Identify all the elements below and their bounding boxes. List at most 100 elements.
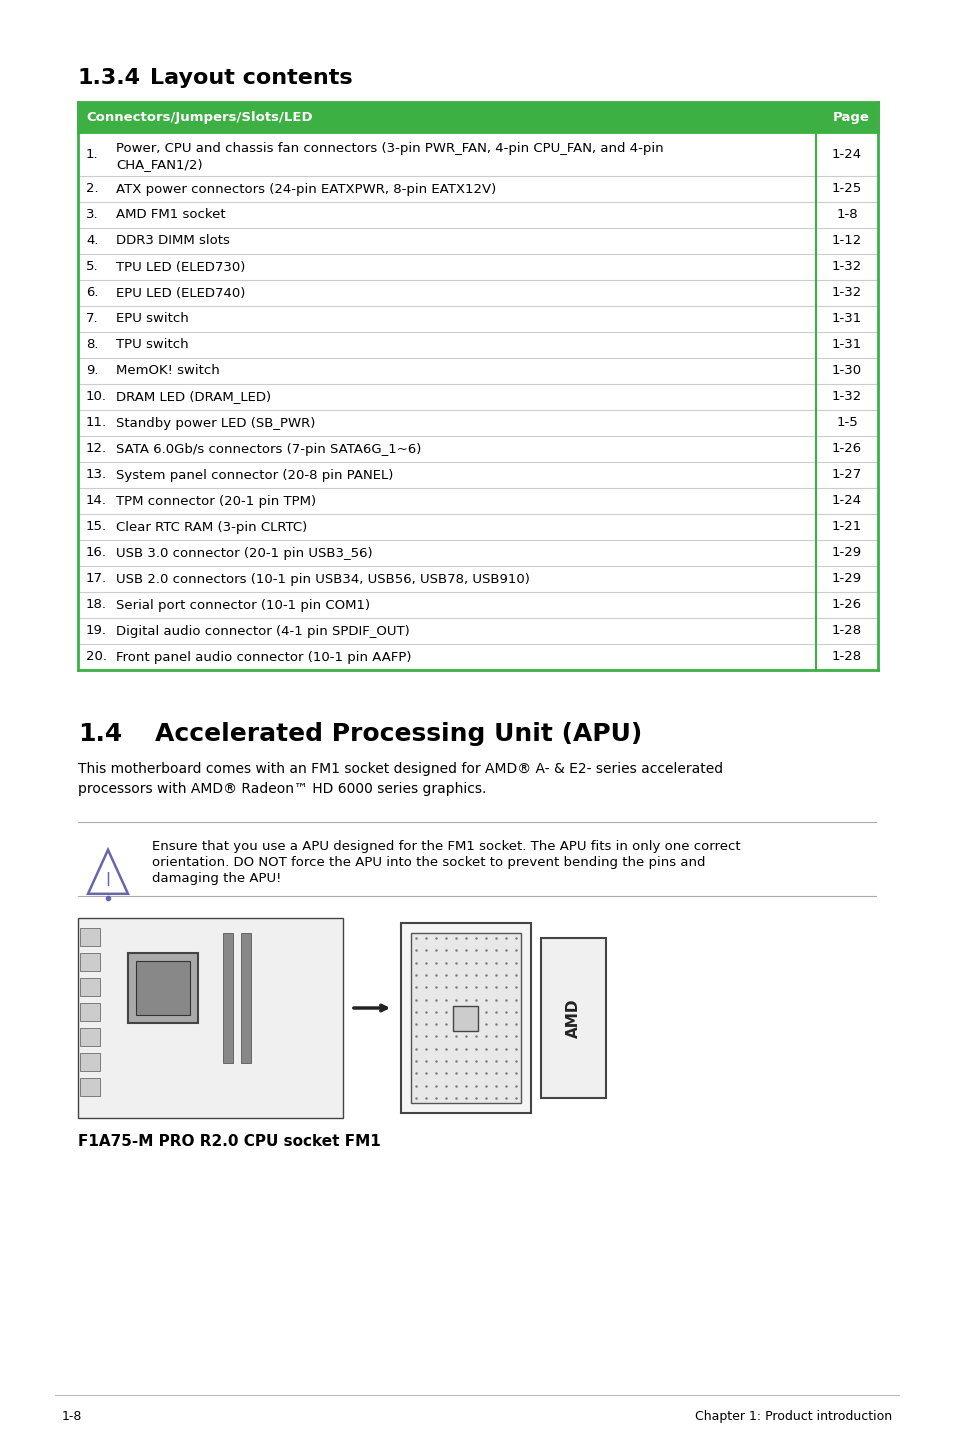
Text: 3.: 3. — [86, 209, 98, 222]
Text: 1-8: 1-8 — [836, 209, 857, 222]
FancyBboxPatch shape — [78, 228, 877, 253]
FancyBboxPatch shape — [78, 514, 877, 540]
FancyBboxPatch shape — [78, 176, 877, 202]
Text: Power, CPU and chassis fan connectors (3-pin PWR_FAN, 4-pin CPU_FAN, and 4-pin: Power, CPU and chassis fan connectors (3… — [116, 142, 663, 155]
Text: 19.: 19. — [86, 624, 107, 637]
Text: 12.: 12. — [86, 442, 107, 455]
Text: damaging the APU!: damaging the APU! — [152, 872, 281, 885]
Text: Clear RTC RAM (3-pin CLRTC): Clear RTC RAM (3-pin CLRTC) — [116, 520, 307, 534]
Text: 1-12: 1-12 — [831, 235, 862, 248]
Text: Layout contents: Layout contents — [150, 67, 353, 87]
FancyBboxPatch shape — [78, 306, 877, 332]
Text: DRAM LED (DRAM_LED): DRAM LED (DRAM_LED) — [116, 391, 271, 404]
FancyBboxPatch shape — [80, 1078, 100, 1095]
Text: Standby power LED (SB_PWR): Standby power LED (SB_PWR) — [116, 417, 315, 430]
Text: 9.: 9. — [86, 365, 98, 378]
Text: Ensure that you use a APU designed for the FM1 socket. The APU fits in only one : Ensure that you use a APU designed for t… — [152, 841, 740, 853]
Text: |: | — [106, 872, 111, 886]
FancyBboxPatch shape — [78, 332, 877, 358]
Text: 1-24: 1-24 — [831, 147, 862, 160]
FancyBboxPatch shape — [78, 591, 877, 619]
Text: 18.: 18. — [86, 599, 107, 611]
FancyBboxPatch shape — [78, 410, 877, 435]
Text: 4.: 4. — [86, 235, 98, 248]
Text: CHA_FAN1/2): CHA_FAN1/2) — [116, 158, 202, 170]
Text: TPU switch: TPU switch — [116, 338, 189, 351]
Text: 1-5: 1-5 — [835, 417, 857, 430]
Text: Page: Page — [832, 110, 869, 123]
FancyBboxPatch shape — [78, 281, 877, 306]
Text: USB 3.0 connector (20-1 pin USB3_56): USB 3.0 connector (20-1 pin USB3_56) — [116, 547, 373, 560]
Text: Digital audio connector (4-1 pin SPDIF_OUT): Digital audio connector (4-1 pin SPDIF_O… — [116, 624, 410, 637]
FancyBboxPatch shape — [78, 566, 877, 591]
Text: 20.: 20. — [86, 650, 107, 663]
Text: orientation. DO NOT force the APU into the socket to prevent bending the pins an: orientation. DO NOT force the APU into t… — [152, 856, 705, 869]
FancyBboxPatch shape — [78, 202, 877, 228]
FancyBboxPatch shape — [78, 488, 877, 514]
FancyBboxPatch shape — [78, 358, 877, 384]
Text: 1-31: 1-31 — [831, 338, 862, 351]
Text: 1.: 1. — [86, 147, 98, 160]
Text: Front panel audio connector (10-1 pin AAFP): Front panel audio connector (10-1 pin AA… — [116, 650, 411, 663]
Text: This motherboard comes with an FM1 socket designed for AMD® A- & E2- series acce: This motherboard comes with an FM1 socke… — [78, 762, 722, 776]
FancyBboxPatch shape — [78, 619, 877, 644]
FancyBboxPatch shape — [80, 954, 100, 971]
Text: 1-26: 1-26 — [831, 599, 862, 611]
Text: 7.: 7. — [86, 312, 98, 325]
FancyBboxPatch shape — [78, 540, 877, 566]
FancyBboxPatch shape — [411, 934, 520, 1103]
Text: 1-29: 1-29 — [831, 547, 862, 560]
Text: Chapter 1: Product introduction: Chapter 1: Product introduction — [694, 1411, 891, 1423]
Text: 1-28: 1-28 — [831, 624, 862, 637]
Text: 1-8: 1-8 — [62, 1411, 82, 1423]
Text: 17.: 17. — [86, 573, 107, 586]
Text: AMD FM1 socket: AMD FM1 socket — [116, 209, 226, 222]
FancyBboxPatch shape — [78, 463, 877, 488]
Text: 2.: 2. — [86, 182, 98, 196]
Text: System panel connector (20-8 pin PANEL): System panel connector (20-8 pin PANEL) — [116, 468, 393, 481]
Polygon shape — [88, 849, 128, 894]
Text: 1-27: 1-27 — [831, 468, 862, 481]
FancyBboxPatch shape — [80, 928, 100, 947]
FancyBboxPatch shape — [78, 435, 877, 463]
Text: 1.4: 1.4 — [78, 722, 122, 746]
FancyBboxPatch shape — [136, 961, 190, 1015]
FancyBboxPatch shape — [78, 253, 877, 281]
Text: 6.: 6. — [86, 286, 98, 299]
FancyBboxPatch shape — [128, 954, 198, 1022]
FancyBboxPatch shape — [78, 918, 343, 1118]
FancyBboxPatch shape — [223, 934, 233, 1063]
Text: ATX power connectors (24-pin EATXPWR, 8-pin EATX12V): ATX power connectors (24-pin EATXPWR, 8-… — [116, 182, 496, 196]
Text: Serial port connector (10-1 pin COM1): Serial port connector (10-1 pin COM1) — [116, 599, 370, 611]
FancyBboxPatch shape — [78, 132, 877, 176]
Text: 1-29: 1-29 — [831, 573, 862, 586]
Text: 1-32: 1-32 — [831, 286, 862, 299]
FancyBboxPatch shape — [453, 1005, 478, 1031]
Text: 16.: 16. — [86, 547, 107, 560]
Text: 5.: 5. — [86, 261, 98, 274]
Text: AMD: AMD — [565, 998, 580, 1038]
Text: 1-32: 1-32 — [831, 391, 862, 404]
Text: 13.: 13. — [86, 468, 107, 481]
Text: 10.: 10. — [86, 391, 107, 404]
Text: 1.3.4: 1.3.4 — [78, 67, 141, 87]
Text: 1-30: 1-30 — [831, 365, 862, 378]
Text: EPU switch: EPU switch — [116, 312, 189, 325]
FancyBboxPatch shape — [80, 1053, 100, 1071]
Text: 15.: 15. — [86, 520, 107, 534]
FancyBboxPatch shape — [80, 1002, 100, 1021]
FancyBboxPatch shape — [78, 384, 877, 410]
Text: 1-32: 1-32 — [831, 261, 862, 274]
Text: DDR3 DIMM slots: DDR3 DIMM slots — [116, 235, 230, 248]
Text: TPU LED (ELED730): TPU LED (ELED730) — [116, 261, 245, 274]
Text: 1-24: 1-24 — [831, 494, 862, 507]
Text: Connectors/Jumpers/Slots/LED: Connectors/Jumpers/Slots/LED — [86, 110, 313, 123]
Text: TPM connector (20-1 pin TPM): TPM connector (20-1 pin TPM) — [116, 494, 315, 507]
FancyBboxPatch shape — [80, 978, 100, 997]
FancyBboxPatch shape — [241, 934, 251, 1063]
Text: 1-28: 1-28 — [831, 650, 862, 663]
Text: 8.: 8. — [86, 338, 98, 351]
Text: 1-26: 1-26 — [831, 442, 862, 455]
Text: 1-31: 1-31 — [831, 312, 862, 325]
Text: USB 2.0 connectors (10-1 pin USB34, USB56, USB78, USB910): USB 2.0 connectors (10-1 pin USB34, USB5… — [116, 573, 529, 586]
